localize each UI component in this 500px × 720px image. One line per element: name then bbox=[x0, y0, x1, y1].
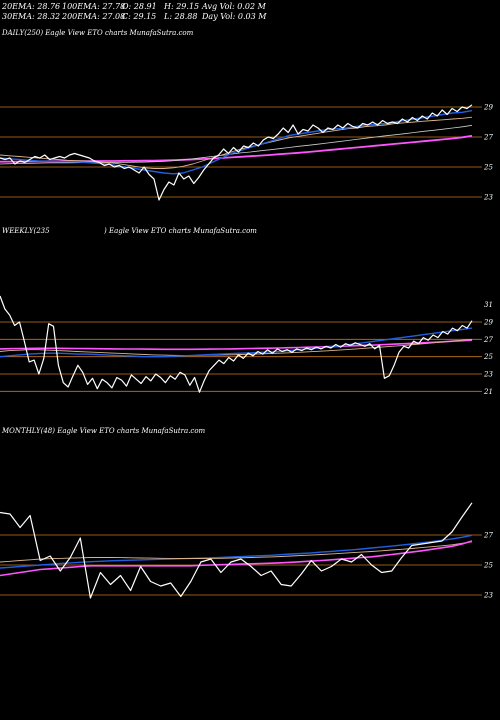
daily-y-tick-label: 23 bbox=[483, 194, 493, 202]
monthly-y-tick-label: 23 bbox=[483, 592, 493, 600]
day-vol-readout: Day Vol: 0.03 M bbox=[202, 12, 267, 21]
weekly-panel-label: WEEKLY(235 bbox=[2, 227, 50, 235]
low-readout: L: 28.88 bbox=[164, 12, 198, 21]
weekly-series-2-ema-line bbox=[0, 338, 473, 356]
ema30-readout: 30EMA: 28.32 bbox=[2, 12, 61, 21]
weekly-series-3-ema-line bbox=[0, 339, 473, 351]
avg-vol-readout: Avg Vol: 0.02 M bbox=[202, 2, 266, 11]
ema200-readout: 200EMA: 27.08 bbox=[62, 12, 126, 21]
monthly-series-0-price-line bbox=[0, 502, 473, 599]
daily-y-tick-label: 25 bbox=[483, 164, 493, 172]
monthly-y-tick-label: 27 bbox=[483, 532, 493, 540]
daily-series-4-ema-line bbox=[0, 134, 473, 163]
monthly-y-tick-label: 25 bbox=[483, 562, 493, 570]
weekly-series-0-price-line bbox=[0, 295, 473, 393]
ema100-readout: 100EMA: 27.78 bbox=[62, 2, 126, 11]
weekly-y-tick-label: 25 bbox=[483, 353, 493, 361]
monthly-panel-label: MONTHLY(48) Eagle View ETO charts Munafa… bbox=[2, 427, 206, 435]
daily-panel-label: DAILY(250) Eagle View ETO charts MunafaS… bbox=[2, 29, 194, 37]
weekly-y-tick-label: 29 bbox=[483, 319, 493, 327]
weekly-panel-label-tail: ) Eagle View ETO charts MunafaSutra.com bbox=[104, 227, 257, 235]
open-readout: O: 28.91 bbox=[122, 2, 157, 11]
weekly-y-tick-label: 21 bbox=[483, 388, 493, 396]
close-readout: C: 29.15 bbox=[122, 12, 157, 21]
monthly-series-1-ema-line bbox=[0, 540, 473, 577]
daily-y-tick-label: 27 bbox=[483, 134, 493, 142]
monthly-series-3-ema-line bbox=[0, 534, 473, 569]
monthly-series-2-ema-line bbox=[0, 541, 473, 563]
daily-y-tick-label: 29 bbox=[483, 104, 493, 112]
high-readout: H: 29.15 bbox=[164, 2, 200, 11]
daily-series-3-ema-line bbox=[0, 124, 473, 165]
daily-series-0-price-line bbox=[0, 104, 473, 201]
weekly-y-tick-label: 27 bbox=[483, 336, 493, 344]
ema20-readout: 20EMA: 28.76 bbox=[2, 2, 61, 11]
weekly-series-1-ema-line bbox=[0, 327, 473, 358]
weekly-y-tick-label: 23 bbox=[483, 371, 493, 379]
weekly-y-tick-label: 31 bbox=[484, 301, 493, 309]
